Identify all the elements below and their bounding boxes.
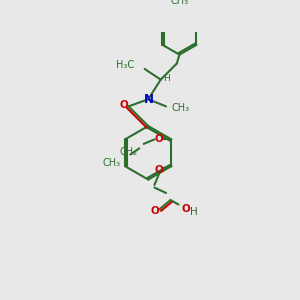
Text: O: O — [120, 100, 128, 110]
Text: CH₃: CH₃ — [170, 0, 188, 7]
Text: CH₂: CH₂ — [119, 147, 137, 157]
Text: H: H — [190, 207, 198, 217]
Text: O: O — [181, 204, 190, 214]
Text: O: O — [154, 165, 163, 175]
Text: H₃C: H₃C — [116, 60, 134, 70]
Text: O: O — [154, 134, 163, 144]
Text: H: H — [164, 74, 170, 83]
Text: N: N — [144, 93, 154, 106]
Text: CH₃: CH₃ — [171, 103, 190, 113]
Text: O: O — [151, 206, 160, 216]
Text: CH₃: CH₃ — [102, 158, 121, 169]
